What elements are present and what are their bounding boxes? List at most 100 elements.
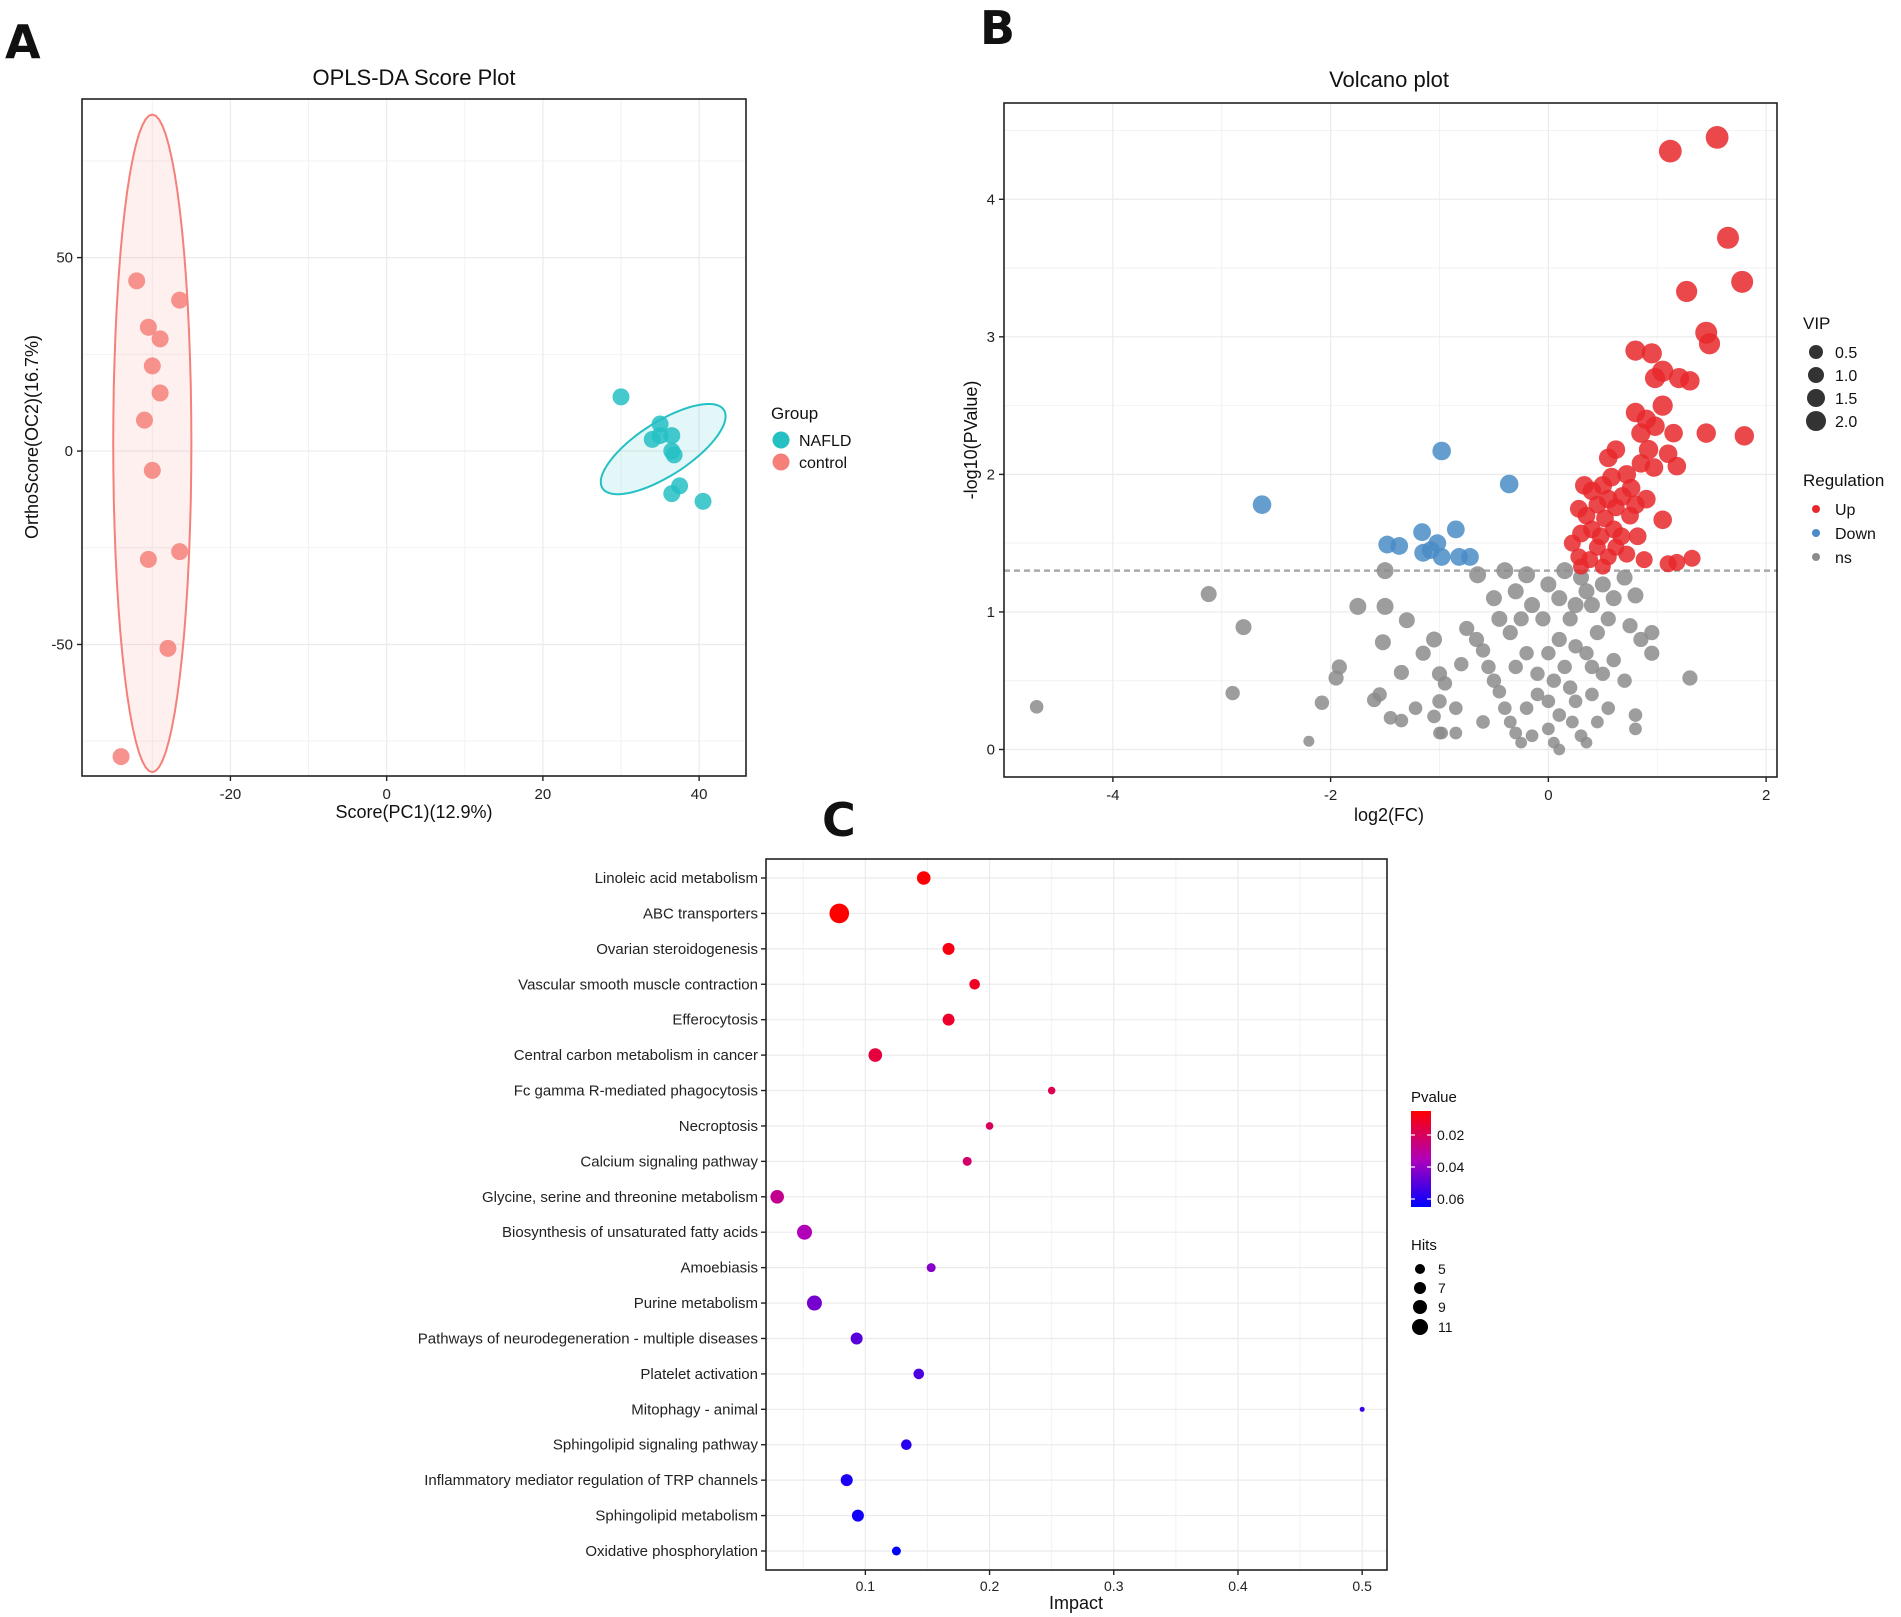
volcano-point-ns: [1437, 676, 1453, 691]
volcano-point-ns: [1314, 695, 1330, 710]
volcano-point-ns: [1454, 657, 1469, 672]
pathway-point-sphingolipid-signaling-pathway: [901, 1439, 912, 1451]
volcano-point-up: [1635, 551, 1653, 569]
pathway-label-sphingolipid-signaling-pathway: Sphingolipid signaling pathway: [553, 1437, 759, 1454]
pathway-label-central-carbon-metabolism-in-cancer: Central carbon metabolism in cancer: [514, 1047, 758, 1064]
pathway-point-purine-metabolism: [806, 1295, 822, 1311]
pathway-x-tick-label: 0.4: [1228, 1578, 1248, 1594]
opls-x-tick-label: 40: [691, 786, 708, 803]
volcano-point-ns: [1509, 726, 1523, 740]
pathway-point-inflammatory-mediator-regulation-of-trp-channels: [840, 1474, 853, 1487]
volcano-point-up: [1588, 538, 1606, 556]
pathway-point-vascular-smooth-muscle-contraction: [969, 978, 980, 990]
pathway-point-central-carbon-metabolism-in-cancer: [868, 1048, 883, 1062]
volcano-point-ns: [1629, 722, 1642, 736]
opls-y-axis-label: OrthoScore(OC2)(16.7%): [22, 335, 42, 539]
volcano-point-up: [1696, 423, 1716, 443]
volcano-point-up: [1621, 506, 1639, 525]
volcano-point-ns: [1595, 666, 1611, 682]
volcano-point-ns: [1535, 611, 1551, 627]
regulation-legend-key-up: [1812, 505, 1820, 513]
pvalue-legend: Pvalue 0.02 0.04 0.06: [1411, 1089, 1464, 1207]
volcano-regulation-legend: Regulation Up Down ns: [1803, 471, 1884, 567]
volcano-point-up: [1606, 498, 1625, 517]
volcano-point-ns: [1628, 708, 1643, 722]
volcano-x-tick-label: -2: [1324, 787, 1337, 804]
opls-point-control: [143, 461, 161, 479]
volcano-y-tick-label: 2: [987, 466, 995, 483]
volcano-y-ticks: 0 1 2 3 4: [987, 191, 1004, 758]
opls-point-nafld: [663, 442, 681, 460]
volcano-point-ns: [1551, 631, 1567, 648]
volcano-point-ns: [1398, 612, 1415, 629]
volcano-point-ns: [1540, 576, 1557, 593]
volcano-y-tick-label: 4: [987, 191, 995, 208]
volcano-y-tick-label: 1: [987, 604, 995, 621]
opls-title: OPLS-DA Score Plot: [313, 65, 516, 90]
volcano-point-ns: [1366, 692, 1382, 708]
opls-point-control: [171, 543, 189, 561]
pathway-point-biosynthesis-of-unsaturated-fatty-acids: [797, 1224, 813, 1240]
opls-legend-key-control: [772, 453, 790, 471]
volcano-points: [1029, 125, 1755, 756]
volcano-point-ns: [1601, 701, 1616, 716]
volcano-point-up: [1644, 458, 1664, 477]
volcano-y-tick-label: 3: [987, 329, 995, 346]
opls-legend: Group NAFLD control: [771, 404, 851, 472]
opls-y-tick-label: 0: [65, 443, 73, 460]
volcano-point-ns: [1557, 659, 1572, 675]
vip-legend-key-2-0: [1806, 411, 1826, 431]
opls-point-nafld: [663, 485, 681, 503]
volcano-point-ns: [1580, 736, 1593, 749]
volcano-point-ns: [1578, 583, 1595, 600]
volcano-x-tick-label: -4: [1106, 787, 1119, 804]
volcano-point-up: [1667, 456, 1687, 476]
volcano-point-ns: [1427, 709, 1441, 724]
pathway-point-oxidative-phosphorylation: [891, 1546, 901, 1556]
volcano-point-ns: [1546, 673, 1562, 688]
volcano-point-down: [1413, 523, 1431, 542]
volcano-point-ns: [1606, 652, 1621, 668]
pvalue-colorbar-label: 0.04: [1437, 1159, 1464, 1175]
pathway-point-glycine-serine-and-threonine-metabolism: [770, 1189, 784, 1204]
volcano-point-ns: [1530, 666, 1545, 682]
pathway-plot-background: [766, 859, 1387, 1570]
pathway-x-tick-label: 0.1: [856, 1578, 876, 1594]
volcano-point-ns: [1374, 634, 1391, 651]
volcano-point-ns: [1459, 620, 1475, 637]
volcano-point-ns: [1200, 586, 1217, 603]
pathway-point-mitophagy-animal: [1359, 1406, 1365, 1412]
volcano-point-ns: [1541, 646, 1556, 661]
pathway-x-tick-label: 0.5: [1352, 1578, 1372, 1594]
volcano-x-axis-label: log2(FC): [1354, 805, 1424, 825]
pathway-label-fc-gamma-r-mediated-phagocytosis: Fc gamma R-mediated phagocytosis: [514, 1083, 758, 1100]
pathway-point-ovarian-steroidogenesis: [942, 942, 955, 955]
volcano-point-ns: [1235, 619, 1252, 636]
volcano-point-ns: [1469, 566, 1487, 584]
opls-grid: [82, 99, 746, 776]
opls-point-control: [171, 291, 189, 309]
hits-legend-key-7: [1414, 1282, 1426, 1294]
volcano-point-ns: [1585, 687, 1599, 702]
volcano-point-ns: [1584, 659, 1600, 675]
volcano-point-ns: [1562, 680, 1578, 695]
volcano-point-ns: [1481, 659, 1496, 675]
opls-point-control: [159, 639, 177, 657]
pathway-label-platelet-activation: Platelet activation: [640, 1366, 758, 1383]
opls-legend-label-control: control: [799, 455, 847, 472]
volcano-point-up: [1563, 534, 1581, 552]
opls-point-control: [151, 330, 169, 348]
vip-legend-key-1-0: [1808, 367, 1824, 383]
volcano-point-ns: [1644, 645, 1660, 661]
pathway-label-necroptosis: Necroptosis: [679, 1118, 758, 1135]
volcano-point-ns: [1432, 694, 1447, 709]
volcano-point-ns: [1393, 664, 1409, 681]
volcano-vip-legend: VIP 0.5 1.0 1.5 2.0: [1803, 314, 1857, 431]
regulation-legend-title: Regulation: [1803, 471, 1884, 490]
opls-point-nafld: [694, 492, 712, 510]
volcano-point-ns: [1492, 684, 1507, 699]
pathway-label-calcium-signaling-pathway: Calcium signaling pathway: [580, 1153, 758, 1170]
volcano-point-ns: [1633, 631, 1649, 648]
pathway-category-labels: Linoleic acid metabolism ABC transporters…: [418, 870, 766, 1560]
